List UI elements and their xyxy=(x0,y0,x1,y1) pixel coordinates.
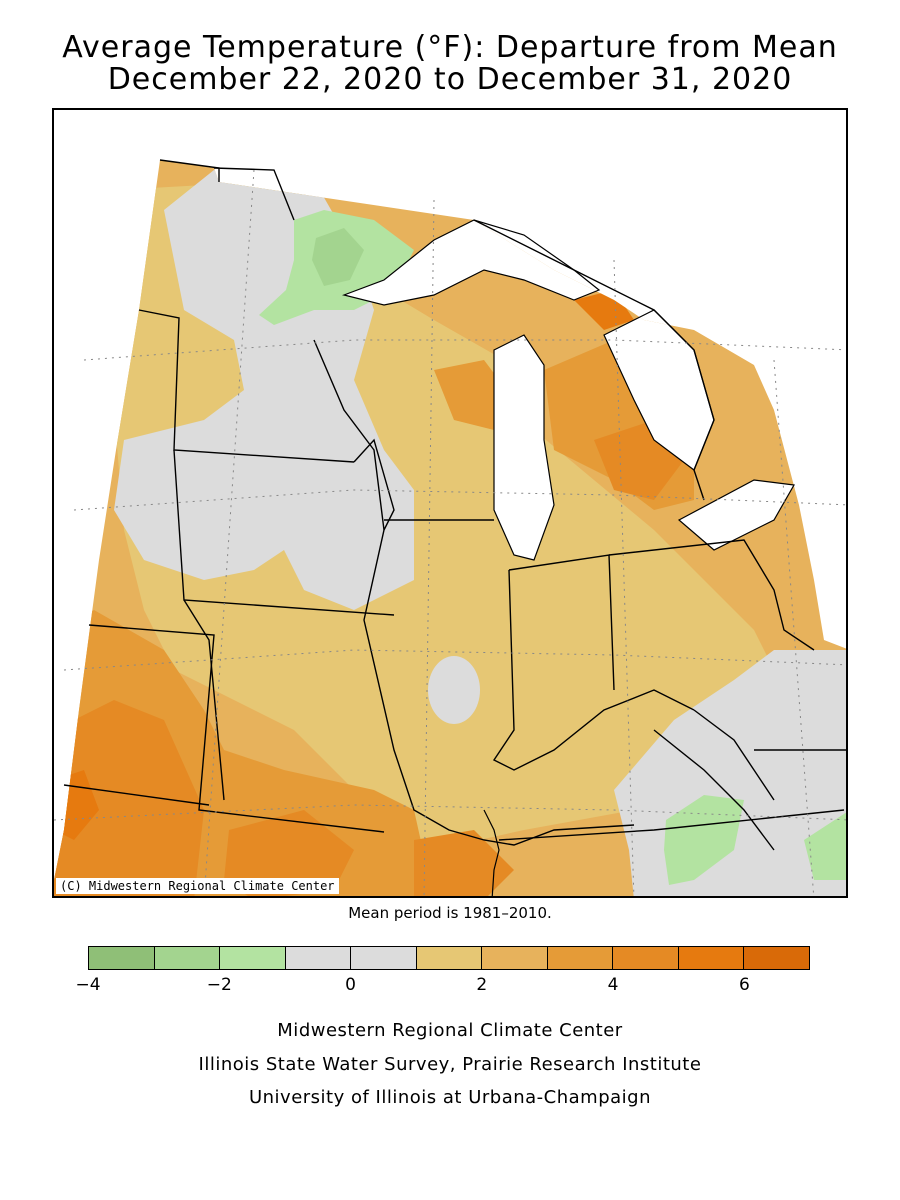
lake-superior xyxy=(344,220,599,305)
legend-tick-label: −2 xyxy=(206,975,232,995)
legend-swatch xyxy=(678,947,745,969)
lake-huron xyxy=(604,310,714,470)
mean-period-note: Mean period is 1981–2010. xyxy=(348,904,552,922)
legend-tick-label: 4 xyxy=(607,975,619,995)
legend-tick-label: 6 xyxy=(738,975,750,995)
state-boundaries xyxy=(63,159,846,851)
lake-michigan xyxy=(494,335,554,560)
region-green-minnesota xyxy=(312,228,364,286)
legend-swatch xyxy=(482,947,548,969)
map-title-line1: Average Temperature (°F): Departure from… xyxy=(62,30,838,65)
legend-swatch xyxy=(613,947,679,969)
legend-swatch xyxy=(220,947,286,969)
legend-swatch xyxy=(89,947,155,969)
lake-erie xyxy=(679,480,794,550)
region-light-green-kentucky xyxy=(664,795,744,885)
legend-swatch xyxy=(154,947,221,969)
legend-tick-label: 2 xyxy=(476,975,488,995)
legend-swatch xyxy=(351,947,417,969)
legend-swatch xyxy=(285,947,352,969)
graticule xyxy=(54,169,846,896)
map-copyright: (C) Midwestern Regional Climate Center xyxy=(56,878,339,894)
region-dark-orange-kansas xyxy=(54,700,204,896)
legend-swatch xyxy=(744,947,810,969)
region-dark-orange-kentucky xyxy=(414,830,514,896)
legend-tick-label: −4 xyxy=(75,975,101,995)
region-dark-orange-missouri xyxy=(224,810,354,896)
legend-swatch xyxy=(416,947,483,969)
legend-swatch xyxy=(547,947,614,969)
color-legend xyxy=(88,946,810,970)
region-light-green-virginia xyxy=(804,810,846,880)
map-title-line2: December 22, 2020 to December 31, 2020 xyxy=(107,62,793,97)
map-canvas xyxy=(54,159,846,896)
credit-line3: University of Illinois at Urbana-Champai… xyxy=(248,1087,652,1108)
credit-line1: Midwestern Regional Climate Center xyxy=(277,1020,623,1041)
legend-tick-label: 0 xyxy=(345,975,356,995)
credit-line2: Illinois State Water Survey, Prairie Res… xyxy=(198,1054,702,1075)
region-gray-illinois xyxy=(428,656,480,724)
temperature-departure-map: (C) Midwestern Regional Climate Center xyxy=(52,108,848,898)
contour-fills xyxy=(54,160,846,896)
coastlines xyxy=(341,219,795,896)
